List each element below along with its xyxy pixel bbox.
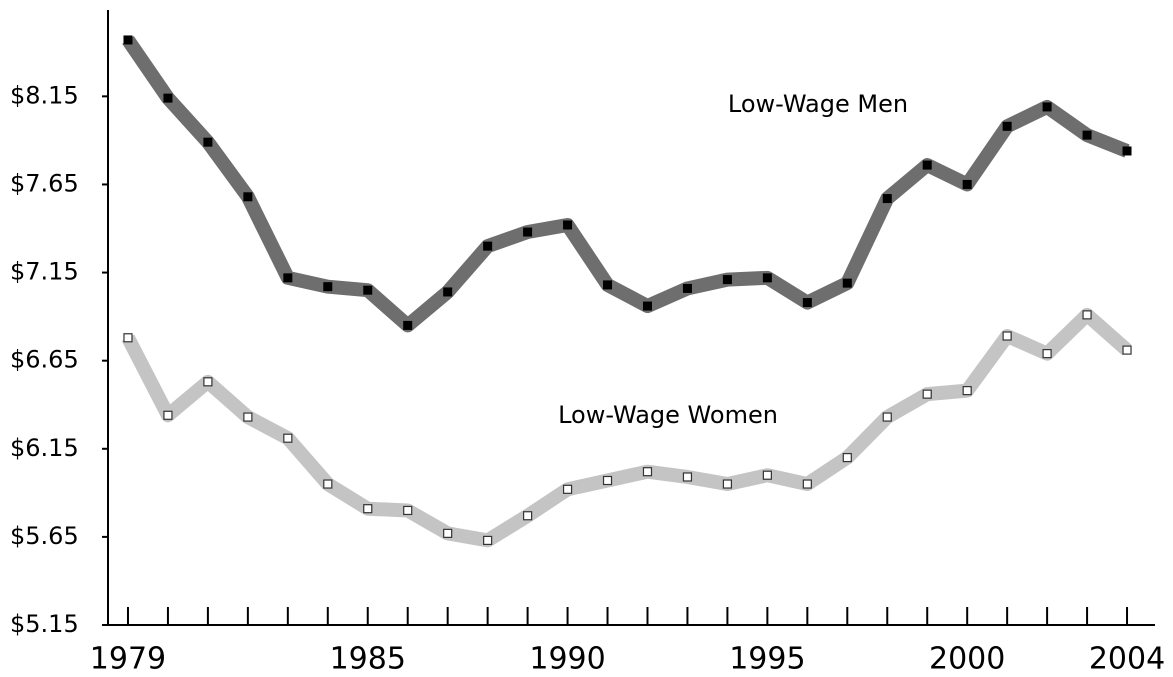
data-point bbox=[1082, 130, 1092, 140]
data-point bbox=[243, 192, 253, 202]
data-point bbox=[962, 179, 972, 189]
data-point bbox=[802, 479, 812, 489]
data-point bbox=[922, 160, 932, 170]
data-point bbox=[1002, 331, 1012, 341]
data-point bbox=[802, 298, 812, 308]
data-point bbox=[363, 285, 373, 295]
data-point bbox=[483, 535, 493, 546]
data-point bbox=[443, 528, 453, 538]
x-tick-label: 1995 bbox=[729, 642, 805, 677]
x-tick-label: 1985 bbox=[330, 642, 406, 677]
data-point bbox=[403, 320, 413, 330]
data-point bbox=[203, 137, 213, 147]
y-tick-label: $7.65 bbox=[10, 169, 79, 197]
series-label: Low-Wage Men bbox=[728, 90, 908, 118]
data-point bbox=[323, 479, 333, 489]
x-tick-label: 1990 bbox=[529, 642, 605, 677]
data-point bbox=[1122, 345, 1132, 355]
data-point bbox=[163, 93, 173, 103]
data-point bbox=[323, 282, 333, 292]
data-point bbox=[882, 194, 892, 204]
data-point bbox=[682, 283, 692, 293]
data-point bbox=[163, 410, 173, 420]
x-tick-label: 2000 bbox=[929, 642, 1005, 677]
series-line bbox=[122, 35, 1130, 333]
data-point bbox=[922, 389, 932, 399]
data-point bbox=[882, 412, 892, 422]
y-tick-label: $6.15 bbox=[10, 434, 79, 462]
data-point bbox=[283, 433, 293, 443]
y-tick-label: $5.15 bbox=[10, 610, 79, 638]
data-point bbox=[562, 484, 573, 494]
data-point bbox=[1082, 310, 1092, 320]
data-point bbox=[642, 301, 652, 311]
data-point bbox=[602, 475, 613, 486]
data-point bbox=[762, 470, 772, 480]
data-point bbox=[563, 220, 573, 230]
data-point bbox=[682, 472, 693, 482]
data-point bbox=[762, 273, 772, 283]
data-point bbox=[722, 275, 732, 285]
data-point bbox=[842, 452, 852, 463]
data-point bbox=[403, 505, 413, 516]
series-line bbox=[121, 307, 1132, 548]
data-point bbox=[722, 479, 733, 489]
data-point bbox=[443, 287, 453, 297]
data-point bbox=[962, 386, 972, 396]
data-point bbox=[123, 35, 133, 45]
y-tick-label: $8.15 bbox=[10, 81, 79, 109]
data-point bbox=[1042, 349, 1052, 359]
x-tick-label: 2004 bbox=[1089, 642, 1165, 677]
data-point bbox=[243, 412, 253, 422]
y-tick-label: $5.65 bbox=[10, 522, 79, 550]
data-point bbox=[1002, 121, 1012, 131]
data-point bbox=[642, 467, 653, 477]
data-point bbox=[1122, 146, 1132, 156]
y-tick-label: $6.65 bbox=[10, 346, 79, 374]
series-label: Low-Wage Women bbox=[558, 401, 778, 429]
data-point bbox=[203, 377, 213, 387]
data-point bbox=[363, 504, 373, 514]
data-point bbox=[283, 273, 293, 283]
y-tick-label: $7.15 bbox=[10, 258, 79, 286]
data-point bbox=[1042, 102, 1052, 112]
data-point bbox=[123, 333, 133, 343]
data-point bbox=[842, 278, 852, 288]
data-point bbox=[603, 280, 613, 290]
data-point bbox=[522, 511, 533, 521]
x-tick-label: 1979 bbox=[90, 642, 166, 677]
data-point bbox=[483, 241, 493, 251]
data-point bbox=[523, 227, 533, 237]
